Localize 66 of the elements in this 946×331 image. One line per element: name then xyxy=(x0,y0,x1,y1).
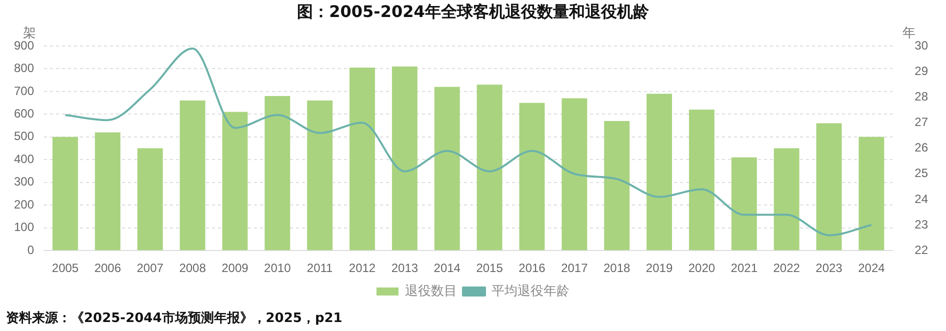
x-tick-label: 2020 xyxy=(688,261,716,276)
x-tick-label: 2024 xyxy=(858,261,886,276)
y-tick-label: 900 xyxy=(14,38,34,52)
x-tick-label: 2023 xyxy=(816,261,843,276)
x-tick-label: 2021 xyxy=(730,261,758,276)
x-tick-label: 2006 xyxy=(94,261,122,276)
y2-tick-label: 24 xyxy=(914,192,928,206)
y-tick-label: 400 xyxy=(14,152,34,166)
y2-tick-label: 29 xyxy=(914,64,928,78)
x-tick-label: 2007 xyxy=(136,261,164,276)
bar xyxy=(180,100,206,250)
y2-tick-label: 23 xyxy=(914,217,928,232)
y2-tick-label: 28 xyxy=(914,89,928,104)
legend-label: 平均退役年龄 xyxy=(492,284,570,299)
bar xyxy=(562,98,588,250)
y2-axis-title: 年 xyxy=(902,26,916,41)
y-tick-label: 700 xyxy=(14,84,34,98)
y2-tick-label: 22 xyxy=(914,242,928,257)
bar xyxy=(434,86,460,250)
y-tick-label: 500 xyxy=(14,129,34,144)
bar xyxy=(307,100,333,250)
y-tick-label: 100 xyxy=(14,220,34,234)
bar xyxy=(858,136,884,250)
x-tick-label: 2005 xyxy=(52,261,79,276)
x-tick-label: 2019 xyxy=(646,261,673,276)
legend-label: 退役数目 xyxy=(405,284,457,299)
y-tick-label: 300 xyxy=(14,174,34,189)
x-tick-label: 2017 xyxy=(561,261,588,276)
y2-tick-label: 25 xyxy=(914,166,928,180)
x-tick-label: 2015 xyxy=(476,261,504,276)
x-tick-label: 2008 xyxy=(179,261,206,276)
y2-tick-label: 26 xyxy=(914,140,928,155)
bar xyxy=(604,121,630,250)
x-tick-label: 2011 xyxy=(306,261,334,276)
y-tick-label: 800 xyxy=(14,61,34,76)
bar xyxy=(222,112,248,250)
x-tick-label: 2014 xyxy=(434,261,461,276)
bar xyxy=(52,136,78,250)
bar xyxy=(731,157,757,250)
line-series xyxy=(64,48,872,236)
y-tick-label: 200 xyxy=(14,197,34,212)
bar xyxy=(476,84,502,250)
y2-tick-label: 27 xyxy=(914,115,928,130)
bar xyxy=(774,148,800,250)
bar xyxy=(137,148,163,250)
y-tick-label: 0 xyxy=(27,242,34,257)
x-tick-label: 2018 xyxy=(603,261,631,276)
bar xyxy=(350,68,375,250)
y2-tick-label: 30 xyxy=(914,38,928,52)
bar xyxy=(392,66,418,250)
text: 资料来源：《2025-2044市场预测年报》，2025，p21 xyxy=(6,310,342,327)
x-tick-label: 2010 xyxy=(264,261,292,276)
bar xyxy=(646,94,672,250)
bar xyxy=(94,132,120,250)
y-tick-label: 600 xyxy=(14,106,34,121)
bar xyxy=(519,102,545,250)
x-tick-label: 2022 xyxy=(773,261,800,276)
x-tick-label: 2012 xyxy=(348,261,376,276)
x-tick-label: 2013 xyxy=(391,261,418,276)
bar xyxy=(816,123,842,250)
bar xyxy=(688,110,714,250)
x-tick-label: 2016 xyxy=(518,261,546,276)
y-axis-title: 架 xyxy=(23,26,36,41)
x-tick-label: 2009 xyxy=(222,261,249,276)
chart-title: 图：2005-2024年全球客机退役数量和退役机龄 xyxy=(296,2,650,23)
bar xyxy=(264,96,290,250)
